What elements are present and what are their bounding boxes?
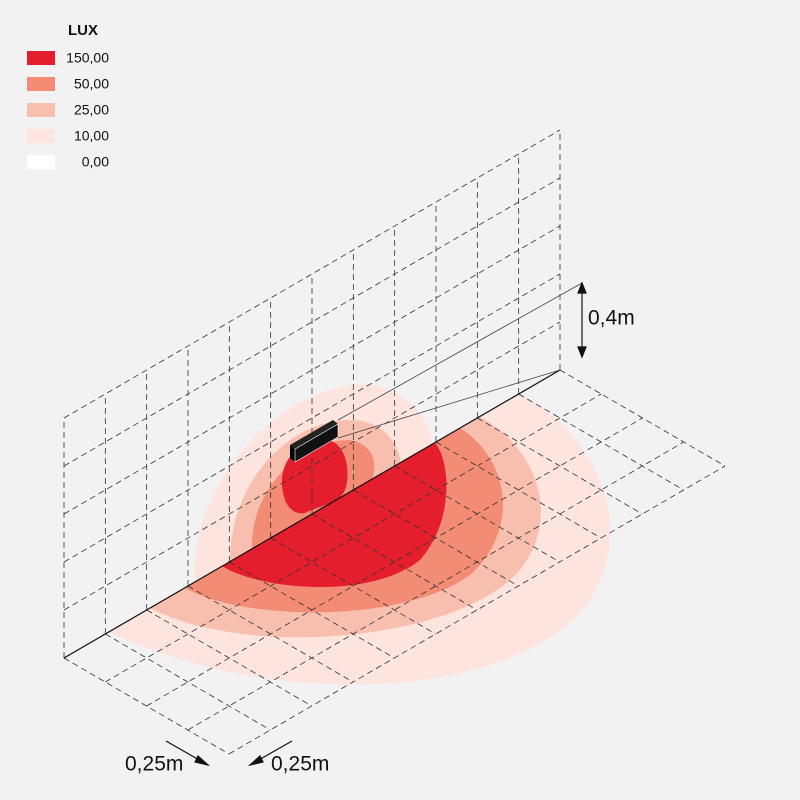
legend-swatch xyxy=(27,51,55,65)
legend-label: 150,00 xyxy=(66,50,109,66)
legend-swatch xyxy=(27,155,55,169)
width-label-right: 0,25m xyxy=(271,753,329,776)
floor-grid-line xyxy=(270,537,436,635)
wall-grid-line xyxy=(63,321,561,611)
fixture-line xyxy=(337,282,583,421)
legend: 150,00 50,00 25,00 10,00 0,00 xyxy=(27,50,109,170)
height-label: 0,4m xyxy=(588,307,635,330)
floor-grid-line xyxy=(105,393,602,683)
floor-grid-line xyxy=(228,465,726,755)
legend-label: 25,00 xyxy=(74,102,109,118)
floor-grid-line xyxy=(105,633,271,731)
wall-grid-line xyxy=(63,225,561,515)
floor-grid-line xyxy=(187,441,684,731)
height-dimension xyxy=(577,281,587,359)
legend-title: LUX xyxy=(68,22,98,39)
wall-grid-line xyxy=(63,177,561,467)
legend-swatch xyxy=(27,129,55,143)
width-dimension xyxy=(165,740,293,767)
grid xyxy=(63,129,726,755)
legend-swatch xyxy=(27,77,55,91)
light-fixture xyxy=(290,420,339,463)
wall-grid-line xyxy=(63,273,561,563)
legend-swatch xyxy=(27,103,55,117)
legend-label: 0,00 xyxy=(82,154,109,170)
floor-grid-line xyxy=(311,513,478,611)
wall-grid-line xyxy=(63,129,561,419)
wall-base-line xyxy=(63,369,561,659)
contour-150 xyxy=(222,443,447,588)
floor-grid-line xyxy=(477,417,643,515)
floor-grid-line xyxy=(146,417,643,707)
width-label-left: 0,25m xyxy=(125,753,183,776)
legend-label: 10,00 xyxy=(74,128,109,144)
legend-label: 50,00 xyxy=(74,76,109,92)
isolux-contours xyxy=(108,384,611,685)
fixture-line xyxy=(337,369,561,439)
